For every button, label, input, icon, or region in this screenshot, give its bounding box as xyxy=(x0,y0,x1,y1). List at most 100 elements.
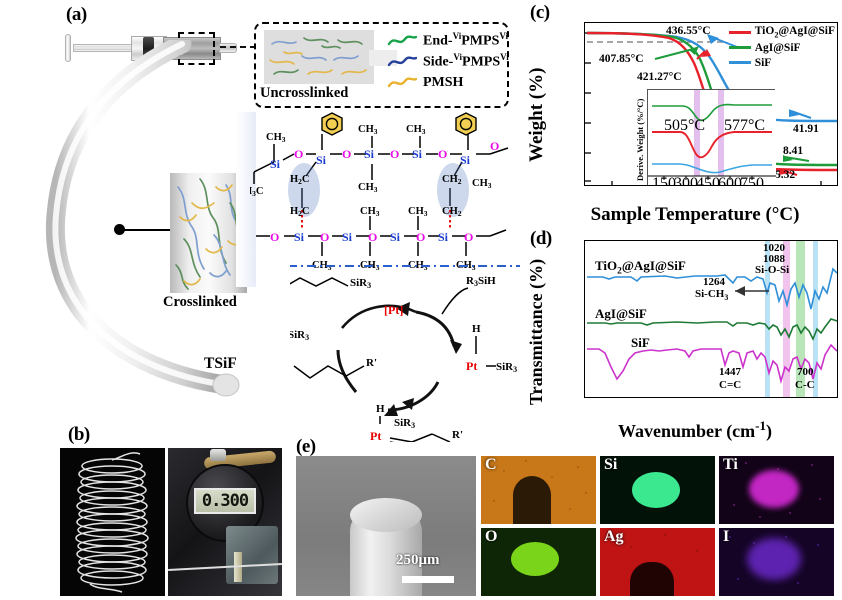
polymer-legend: End-ViPMPSVi Side-ViPMPSVi PMSH xyxy=(387,30,509,93)
sem-scale-bar xyxy=(402,576,454,583)
tga-annotation-8: 8.41 xyxy=(783,145,804,157)
panel-c-label: (c) xyxy=(530,2,550,23)
svg-text:R': R' xyxy=(452,429,463,441)
tga-legend: TiO2@AgI@SiF AgI@SiF SiF xyxy=(728,25,835,70)
siloxane-structure-diagram: .si{fill:#1d3fd0;font:bold 12px "Liberat… xyxy=(250,110,518,290)
svg-text:H: H xyxy=(472,323,481,335)
tga-x-axis-label: Sample Temperature (°C) xyxy=(590,204,800,225)
svg-text:CH3: CH3 xyxy=(408,260,428,272)
micrometer-knob xyxy=(210,449,226,461)
svg-text:O: O xyxy=(490,139,499,153)
syringe-tip xyxy=(219,43,237,53)
eds-label-c: C xyxy=(485,456,497,473)
svg-text:O: O xyxy=(320,230,329,244)
svg-text:SiR3: SiR3 xyxy=(350,277,371,290)
panel-b-label: (b) xyxy=(68,424,90,445)
fiber-coil-photo xyxy=(60,448,165,596)
crosslinked-label: Crosslinked xyxy=(163,294,237,310)
tga-legend-item-0: TiO2@AgI@SiF xyxy=(728,25,835,40)
ftir-peak-1447: 1447 xyxy=(719,366,741,378)
svg-text:600: 600 xyxy=(718,175,742,186)
svg-text:Si: Si xyxy=(460,153,471,167)
panel-a: (a) xyxy=(0,0,520,445)
svg-text:CH2: CH2 xyxy=(442,206,462,218)
ftir-peak-1088-assignment: Si-O-Si xyxy=(755,264,790,276)
panel-b: 0.300 xyxy=(60,448,282,596)
eds-map-i: I xyxy=(719,528,834,596)
eds-map-o: O xyxy=(481,528,596,596)
legend-label-pmsh: PMSH xyxy=(423,74,464,90)
tga-legend-label-1: AgI@SiF xyxy=(754,41,801,54)
tga-legend-item-1: AgI@SiF xyxy=(728,40,835,55)
svg-text:CH3: CH3 xyxy=(408,206,428,218)
ftir-series-label-tio2: TiO2@AgI@SiF xyxy=(595,258,686,277)
tga-annotation-436: 436.55°C xyxy=(666,25,711,37)
tga-annotation-407: 407.85°C xyxy=(599,53,644,65)
ftir-peak-1264: 1264 xyxy=(703,276,725,288)
tga-y-axis-label: Weight (%) xyxy=(526,67,547,163)
syringe-flange xyxy=(65,34,71,62)
svg-text:O: O xyxy=(294,147,303,161)
panel-e-label: (e) xyxy=(296,436,316,457)
eds-map-si: Si xyxy=(600,456,715,524)
ftir-curves xyxy=(587,241,837,397)
svg-text:O: O xyxy=(368,230,377,244)
svg-text:CH3: CH3 xyxy=(406,124,426,136)
ftir-peak-700-assignment: C-C xyxy=(795,379,815,391)
panel-a-label: (a) xyxy=(66,4,87,25)
svg-text:H: H xyxy=(376,403,385,415)
svg-text:505°C: 505°C xyxy=(664,117,705,134)
panel-d-label: (d) xyxy=(530,228,552,249)
svg-text:Pt: Pt xyxy=(466,359,477,373)
legend-line-icon xyxy=(728,46,751,49)
panel-e-sem-eds: 250μm C Si Ti xyxy=(296,456,842,596)
ftir-series-label-agi: AgI@SiF xyxy=(595,306,647,321)
wavy-line-icon xyxy=(387,33,418,49)
ftir-peak-1020: 1020 xyxy=(763,242,785,254)
crosslink-leader-dot xyxy=(114,224,125,235)
eds-blob-i xyxy=(747,538,801,580)
ftir-peak-700: 700 xyxy=(797,366,814,378)
svg-text:450: 450 xyxy=(696,175,720,186)
ftir-plot-area: 4000 3000 2000 1000 TiO2@AgI@SiF AgI@SiF… xyxy=(584,240,838,398)
tga-plot-area: 100 80 60 40 20 0 150 300 450 600 750 xyxy=(584,22,838,186)
svg-text:Si: Si xyxy=(438,230,449,244)
eds-blob-si xyxy=(632,472,680,508)
tga-legend-label-0: TiO2@AgI@SiF xyxy=(754,25,835,40)
svg-text:SiR3: SiR3 xyxy=(496,361,517,374)
tsif-fiber-tube xyxy=(36,40,251,420)
eds-map-ti: Ti xyxy=(719,456,834,524)
eds-label-o: O xyxy=(485,528,498,545)
tga-annotation-5: 5.32 xyxy=(775,169,796,181)
wavy-line-icon xyxy=(387,75,418,91)
svg-text:Si: Si xyxy=(294,230,305,244)
panel-d-ftir-chart: Transmittance (%) Wavenumber (cm-1) 4000… xyxy=(526,236,840,446)
legend-item-side-vipmpsvi: Side-ViPMPSVi xyxy=(387,51,509,72)
svg-text:O: O xyxy=(342,147,351,161)
ftir-y-axis-label: Transmittance (%) xyxy=(526,258,546,406)
svg-text:SiR3: SiR3 xyxy=(394,417,415,430)
svg-text:CH3: CH3 xyxy=(358,182,378,194)
svg-text:Si: Si xyxy=(316,153,327,167)
sem-fiber-top-face xyxy=(350,498,422,532)
svg-text:R3SiH: R3SiH xyxy=(466,275,496,288)
svg-text:O: O xyxy=(416,230,425,244)
sem-scale-label: 250μm xyxy=(396,552,440,568)
crosslink-leader-line xyxy=(120,229,172,231)
svg-text:R': R' xyxy=(366,357,377,369)
catalyst-label: [Pt] xyxy=(384,303,403,317)
svg-text:Si: Si xyxy=(364,147,375,161)
svg-text:300: 300 xyxy=(674,175,698,186)
svg-text:O: O xyxy=(390,147,399,161)
svg-text:SiR3: SiR3 xyxy=(290,329,309,342)
legend-item-pmsh: PMSH xyxy=(387,72,509,93)
eds-blob-o xyxy=(511,542,559,576)
ftir-peak-1447-assignment: C=C xyxy=(719,379,742,391)
svg-text:CH2: CH2 xyxy=(442,174,462,186)
tga-legend-item-2: SiF xyxy=(728,55,835,70)
svg-text:150: 150 xyxy=(652,175,676,186)
eds-label-ti: Ti xyxy=(723,456,738,473)
svg-text:Si: Si xyxy=(270,157,281,171)
legend-item-end-vipmpsvi: End-ViPMPSVi xyxy=(387,30,509,51)
panel-c-tga-chart: Weight (%) Sample Temperature (°C) 100 8… xyxy=(526,6,840,228)
